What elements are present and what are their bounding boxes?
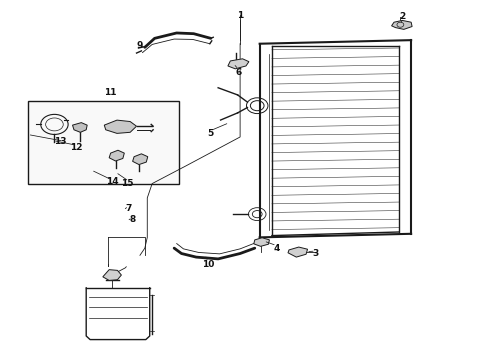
Polygon shape — [109, 150, 124, 161]
Text: 8: 8 — [129, 215, 136, 224]
Polygon shape — [288, 247, 308, 257]
Polygon shape — [228, 59, 249, 69]
Text: 9: 9 — [137, 41, 143, 50]
Polygon shape — [103, 270, 122, 280]
Text: 12: 12 — [70, 143, 83, 152]
Text: 15: 15 — [122, 179, 134, 188]
Text: 1: 1 — [237, 10, 243, 19]
Text: 5: 5 — [208, 129, 214, 138]
Text: 4: 4 — [273, 244, 280, 253]
Polygon shape — [254, 238, 270, 246]
Text: 3: 3 — [313, 249, 319, 258]
Polygon shape — [104, 120, 137, 134]
Text: 13: 13 — [54, 137, 67, 146]
Text: 7: 7 — [125, 204, 132, 213]
Polygon shape — [392, 21, 412, 30]
Text: 11: 11 — [104, 87, 117, 96]
Text: 6: 6 — [236, 68, 242, 77]
Polygon shape — [73, 123, 87, 132]
Text: 10: 10 — [202, 260, 215, 269]
Text: 14: 14 — [106, 177, 119, 186]
Polygon shape — [133, 154, 148, 165]
Bar — [27, 101, 179, 184]
Text: 2: 2 — [400, 12, 406, 21]
